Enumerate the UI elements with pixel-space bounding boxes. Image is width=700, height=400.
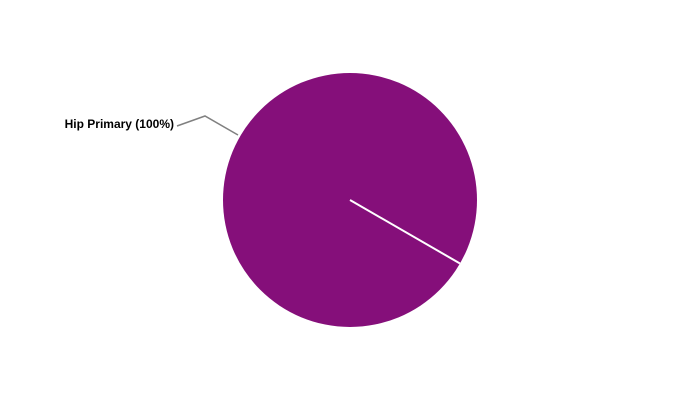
slice-label: Hip Primary (100%) <box>65 117 174 131</box>
slice-border <box>349 199 461 265</box>
slice-leader-line <box>176 115 239 136</box>
